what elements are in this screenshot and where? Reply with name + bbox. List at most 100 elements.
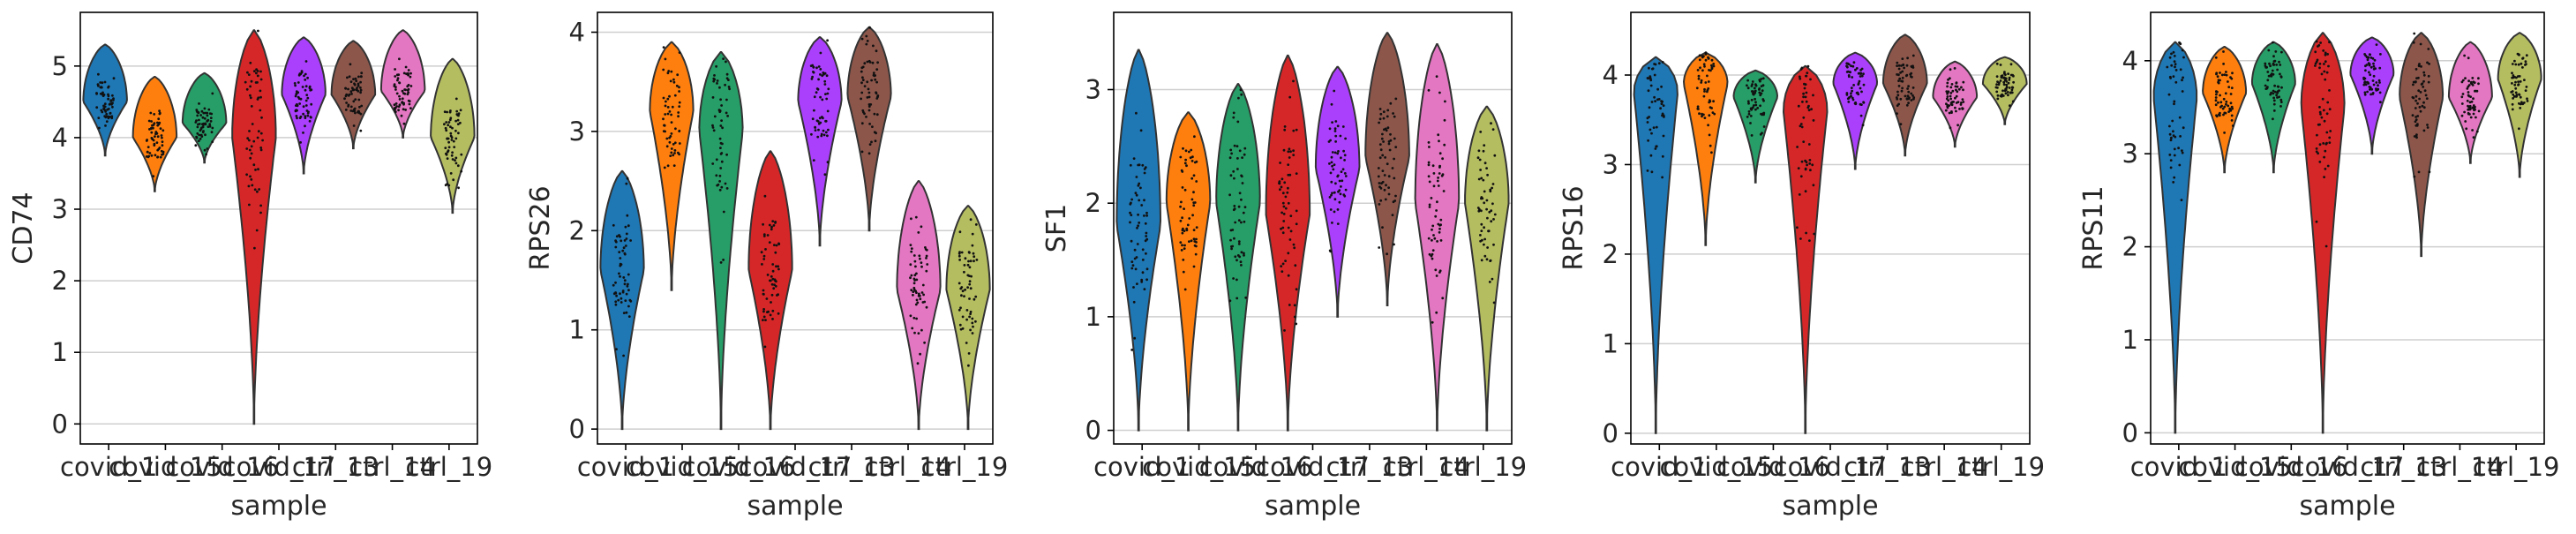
- data-point: [1428, 206, 1431, 208]
- data-point: [1282, 205, 1286, 208]
- data-point: [2009, 91, 2013, 94]
- data-point: [1657, 98, 1661, 101]
- data-point: [1482, 178, 1485, 182]
- data-point: [1653, 73, 1656, 77]
- xtick-label-ctrl_14: ctrl_14: [1383, 452, 1470, 482]
- data-point: [1342, 149, 1345, 153]
- violin-covid_1: [82, 43, 128, 157]
- data-point: [2318, 66, 2321, 70]
- data-point: [1194, 252, 1198, 256]
- data-point: [1143, 168, 1146, 170]
- data-point: [1845, 62, 1849, 65]
- data-point: [1133, 248, 1137, 252]
- data-point: [909, 263, 912, 267]
- data-point: [1438, 227, 1441, 230]
- data-point: [394, 75, 397, 78]
- data-point: [1707, 56, 1710, 60]
- data-point: [1952, 101, 1956, 103]
- data-point: [624, 244, 627, 247]
- xtick-label-ctrl_19: ctrl_19: [2473, 452, 2560, 482]
- data-point: [2319, 112, 2322, 116]
- data-point: [2511, 63, 2514, 65]
- data-point: [666, 97, 670, 101]
- data-point: [1806, 71, 1809, 74]
- data-point: [250, 152, 253, 155]
- data-point: [452, 178, 455, 182]
- data-point: [775, 265, 777, 268]
- data-point: [1910, 99, 1913, 102]
- data-point: [777, 243, 781, 245]
- data-point: [298, 102, 301, 105]
- data-point: [1862, 101, 1866, 104]
- data-point: [665, 145, 669, 148]
- data-point: [1813, 232, 1816, 236]
- data-point: [1233, 207, 1236, 211]
- data-point: [2368, 71, 2370, 74]
- data-point: [1131, 264, 1135, 267]
- data-point: [1896, 104, 1899, 107]
- data-point: [2276, 96, 2279, 99]
- data-point: [107, 93, 109, 96]
- data-point: [764, 248, 767, 251]
- data-point: [1143, 199, 1145, 202]
- data-point: [1286, 191, 1289, 194]
- data-point: [460, 169, 463, 173]
- data-point: [2317, 152, 2320, 155]
- data-point: [1193, 135, 1196, 139]
- data-point: [958, 282, 961, 285]
- data-point: [1393, 199, 1397, 202]
- data-point: [2460, 95, 2464, 99]
- data-point: [1443, 143, 1446, 147]
- data-point: [2518, 93, 2520, 96]
- data-point: [875, 80, 878, 84]
- data-point: [2511, 82, 2513, 85]
- data-point: [1280, 265, 1283, 267]
- data-point: [2172, 181, 2175, 184]
- data-point: [1441, 157, 1444, 161]
- data-point: [1288, 147, 1291, 151]
- violin-ctrl_19: [2497, 32, 2542, 178]
- data-point: [2513, 83, 2517, 86]
- data-point: [2328, 41, 2331, 44]
- data-point: [2323, 119, 2326, 123]
- data-point: [1480, 209, 1483, 213]
- data-point: [157, 147, 161, 151]
- data-point: [249, 175, 252, 178]
- data-point: [1388, 148, 1392, 152]
- data-point: [728, 87, 731, 91]
- data-point: [2468, 108, 2472, 111]
- data-point: [2526, 100, 2529, 102]
- data-point: [194, 121, 198, 124]
- data-point: [2511, 76, 2514, 79]
- data-point: [663, 124, 665, 127]
- data-point: [2323, 176, 2326, 179]
- data-point: [160, 134, 163, 137]
- data-point: [2320, 72, 2324, 76]
- data-point: [1901, 57, 1904, 60]
- violin-panel-rps26: 01234covid_1covid_15covid_16covid_17ctrl…: [525, 11, 1008, 522]
- data-point: [1646, 169, 1649, 172]
- data-point: [194, 144, 198, 147]
- data-point: [770, 293, 774, 297]
- data-point: [2272, 41, 2274, 44]
- data-point: [1137, 163, 1140, 167]
- data-point: [2471, 77, 2475, 79]
- data-point: [1234, 255, 1237, 259]
- data-point: [2464, 120, 2467, 123]
- data-point: [625, 182, 628, 185]
- data-point: [2225, 102, 2227, 106]
- data-point: [2218, 114, 2221, 117]
- data-point: [718, 174, 722, 177]
- data-point: [1702, 94, 1706, 98]
- data-point: [1488, 281, 1491, 283]
- data-point: [914, 265, 917, 268]
- data-point: [444, 147, 447, 150]
- data-point: [1282, 148, 1286, 152]
- data-point: [870, 79, 873, 82]
- data-point: [1807, 109, 1811, 112]
- data-point: [457, 112, 461, 115]
- data-point: [358, 105, 361, 109]
- data-point: [105, 112, 109, 116]
- data-point: [1381, 226, 1384, 229]
